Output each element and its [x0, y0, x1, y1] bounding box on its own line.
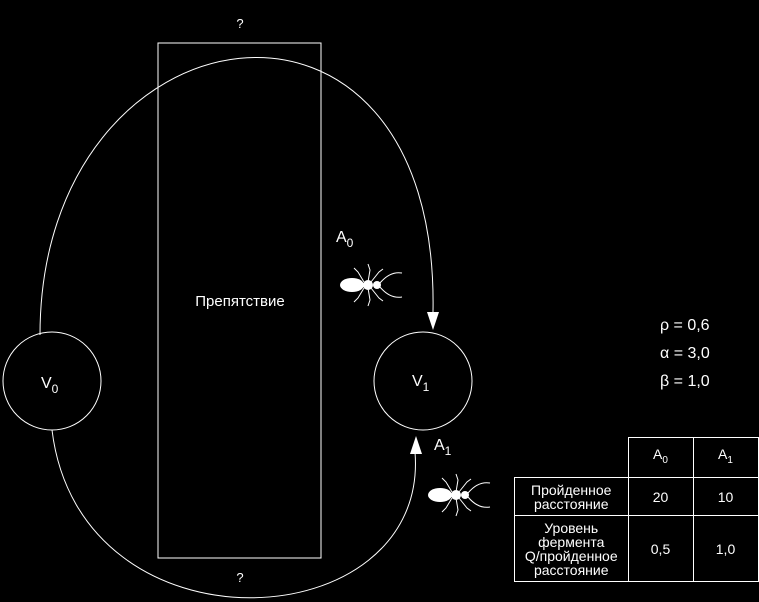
cell-distance-a1: 10: [692, 477, 759, 516]
table-header-row: A0 A1: [515, 437, 759, 478]
node-v1: [373, 331, 473, 431]
node-v0-label: V0: [41, 375, 59, 396]
parameters-block: ρ = 0,6 α = 3,0 β = 1,0: [660, 312, 710, 396]
node-v1-label: V1: [412, 373, 430, 394]
param-rho: ρ = 0,6: [660, 317, 710, 334]
table-header-a1: A1: [692, 437, 759, 478]
param-beta: β = 1,0: [660, 373, 710, 390]
arrowhead-top: [427, 312, 439, 330]
arrowhead-bottom: [410, 436, 422, 454]
param-alpha: α = 3,0: [660, 345, 710, 362]
ant-stats-table: A0 A1 Пройденное расстояние 20 10 Уровен…: [514, 437, 759, 582]
ant-a1-label: A1: [434, 437, 452, 458]
table-header-a0: A0: [627, 437, 694, 478]
cell-pheromone-a1: 1,0: [692, 515, 759, 582]
cell-distance-a0: 20: [627, 477, 694, 516]
row-label-pheromone: Уровень фермента Q/пройденное расстояние: [514, 515, 629, 582]
cell-pheromone-a0: 0,5: [627, 515, 694, 582]
obstacle-label: Препятствие: [195, 293, 284, 310]
edge-bottom-path: [51, 429, 416, 599]
node-v0: [2, 331, 102, 431]
row-label-distance: Пройденное расстояние: [514, 477, 629, 516]
ant-a0-label: A0: [336, 229, 354, 250]
obstacle-rect: [157, 42, 322, 559]
table-corner: [515, 438, 629, 478]
ant-a1-icon: [427, 473, 491, 517]
table-row: Уровень фермента Q/пройденное расстояние…: [514, 515, 759, 582]
edge-top-label: ?: [236, 16, 243, 31]
ant-a0-icon: [339, 263, 403, 307]
edge-bottom-label: ?: [236, 570, 243, 585]
table-row: Пройденное расстояние 20 10: [514, 477, 759, 516]
edge-top-path: [39, 56, 434, 336]
